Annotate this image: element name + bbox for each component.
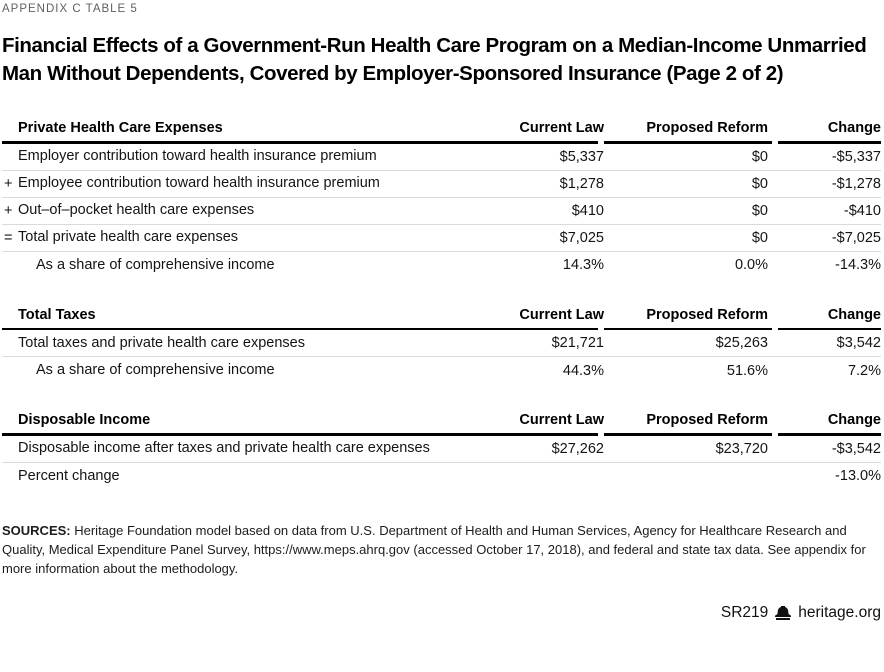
column-header-proposed-reform: Proposed Reform: [646, 412, 768, 428]
table-row: Employer contribution toward health insu…: [2, 144, 881, 171]
table-row: As a share of comprehensive income 14.3%…: [2, 252, 881, 279]
column-header-change: Change: [827, 306, 881, 323]
row-operator: +: [4, 202, 13, 219]
table-row: Percent change -13.0%: [2, 463, 881, 490]
table-eyebrow: APPENDIX C TABLE 5: [2, 3, 138, 15]
value-current-law: $7,025: [559, 229, 604, 246]
value-current-law: $5,337: [559, 148, 604, 165]
liberty-bell-icon: [775, 605, 792, 620]
column-header-proposed-reform: Proposed Reform: [646, 120, 768, 136]
value-current-law: $1,278: [559, 175, 604, 192]
row-operator: +: [4, 175, 13, 192]
table-body: Disposable income after taxes and privat…: [2, 436, 881, 490]
table-body: Total taxes and private health care expe…: [2, 330, 881, 384]
row-label-cell: Employer contribution toward health insu…: [2, 146, 484, 167]
row-label-cell: Total private health care expenses: [2, 227, 484, 248]
value-proposed-reform: $0: [751, 229, 768, 246]
value-proposed-reform: $0: [751, 202, 768, 219]
table-row: + Out–of–pocket health care expenses $41…: [2, 198, 881, 225]
table-row: Total taxes and private health care expe…: [2, 330, 881, 357]
table-row: + Employee contribution toward health in…: [2, 171, 881, 198]
table-header-row: Total Taxes Current Law Proposed Reform …: [2, 307, 881, 328]
value-change: 7.2%: [847, 362, 881, 379]
table-section-title: Disposable Income: [18, 412, 151, 428]
value-proposed-reform: $0: [751, 148, 768, 165]
data-table: Disposable Income Current Law Proposed R…: [2, 412, 881, 490]
page-title: Financial Effects of a Government-Run He…: [2, 34, 867, 85]
column-header-current-law: Current Law: [519, 412, 604, 428]
row-label: As a share of comprehensive income: [36, 362, 275, 378]
row-label: Disposable income after taxes and privat…: [18, 440, 430, 456]
value-change: $3,542: [836, 335, 881, 351]
header-rule: [2, 433, 881, 436]
column-header-proposed-reform: Proposed Reform: [646, 306, 768, 323]
value-proposed-reform: $25,263: [715, 335, 768, 351]
table-row: As a share of comprehensive income 44.3%…: [2, 357, 881, 384]
footer-site: heritage.org: [798, 603, 881, 621]
row-label: Total private health care expenses: [18, 229, 239, 245]
table-body: Employer contribution toward health insu…: [2, 144, 881, 279]
value-change: -$1,278: [831, 175, 881, 192]
report-id: SR219: [720, 603, 769, 621]
data-table: Total Taxes Current Law Proposed Reform …: [2, 307, 881, 385]
sources-label: SOURCES:: [2, 522, 71, 538]
row-label: Employee contribution toward health insu…: [18, 175, 380, 191]
value-current-law: $21,721: [551, 335, 604, 351]
column-header-change: Change: [827, 412, 881, 428]
row-label-cell: As a share of comprehensive income: [2, 255, 484, 276]
value-proposed-reform: $0: [751, 175, 768, 192]
table-section-title: Total Taxes: [18, 306, 96, 323]
sources-text: Heritage Foundation model based on data …: [2, 522, 866, 576]
column-header-change: Change: [827, 120, 881, 136]
value-change: -14.3%: [835, 257, 881, 273]
row-label: Out–of–pocket health care expenses: [18, 202, 255, 218]
header-rule: [2, 327, 881, 330]
value-proposed-reform: 51.6%: [726, 362, 768, 379]
row-label: As a share of comprehensive income: [36, 256, 275, 273]
column-header-current-law: Current Law: [519, 120, 604, 136]
tables-container: Private Health Care Expenses Current Law…: [2, 120, 881, 490]
value-change: -$7,025: [831, 229, 881, 246]
data-table: Private Health Care Expenses Current Law…: [2, 120, 881, 279]
header-rule: [2, 141, 881, 144]
row-label-cell: Total taxes and private health care expe…: [2, 333, 484, 354]
row-label: Employer contribution toward health insu…: [18, 148, 377, 164]
table-section-title: Private Health Care Expenses: [18, 120, 223, 136]
row-label: Total taxes and private health care expe…: [18, 334, 305, 351]
value-change: -$3,542: [831, 440, 881, 457]
value-current-law: 14.3%: [562, 257, 604, 273]
row-label-cell: Out–of–pocket health care expenses: [2, 200, 484, 221]
table-header-row: Private Health Care Expenses Current Law…: [2, 120, 881, 141]
value-current-law: $410: [571, 202, 604, 219]
row-operator: =: [4, 229, 13, 246]
value-change: -$5,337: [831, 148, 881, 165]
value-proposed-reform: $23,720: [715, 440, 768, 457]
value-change: -13.0%: [835, 468, 881, 484]
table-header-row: Disposable Income Current Law Proposed R…: [2, 412, 881, 433]
row-label-cell: Disposable income after taxes and privat…: [2, 438, 484, 459]
row-label: Percent change: [18, 467, 120, 484]
value-current-law: 44.3%: [562, 362, 604, 379]
table-row: Disposable income after taxes and privat…: [2, 436, 881, 463]
row-label-cell: Employee contribution toward health insu…: [2, 173, 484, 194]
value-change: -$410: [843, 202, 881, 219]
sources-note: SOURCES: Heritage Foundation model based…: [2, 521, 881, 578]
page-footer: SR219 heritage.org: [2, 604, 881, 622]
row-label-cell: Percent change: [2, 466, 484, 487]
value-proposed-reform: 0.0%: [734, 257, 768, 273]
table-row: = Total private health care expenses $7,…: [2, 225, 881, 252]
row-label-cell: As a share of comprehensive income: [2, 360, 484, 381]
column-header-current-law: Current Law: [519, 306, 604, 323]
value-current-law: $27,262: [551, 440, 604, 457]
